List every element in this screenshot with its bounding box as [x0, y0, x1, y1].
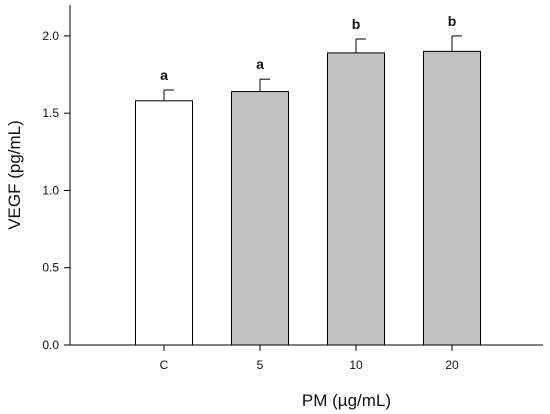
bar-20 [423, 50, 481, 346]
significance-labels: a a b b [160, 13, 456, 83]
y-tick-label: 0.5 [42, 261, 59, 275]
x-tick-label: 5 [257, 358, 264, 372]
plot-area: 0.0 0.5 1.0 1.5 2.0 C 5 10 20 a a b b [42, 5, 543, 372]
x-axis-title: PM (µg/mL) [302, 391, 391, 410]
significance-label: b [448, 13, 457, 29]
significance-label: a [160, 67, 168, 83]
y-tick-label: 2.0 [42, 29, 59, 43]
y-tick-label: 1.0 [42, 183, 59, 197]
significance-label: b [352, 16, 361, 32]
x-axis-ticks: C 5 10 20 [160, 345, 459, 372]
bar-C [135, 100, 193, 346]
y-axis-ticks: 0.0 0.5 1.0 1.5 2.0 [42, 29, 70, 352]
bars [135, 50, 481, 346]
y-tick-label: 1.5 [42, 106, 59, 120]
x-tick-label: C [160, 358, 169, 372]
x-tick-label: 10 [349, 358, 363, 372]
bar-10 [327, 52, 385, 346]
x-tick-label: 20 [445, 358, 459, 372]
y-tick-label: 0.0 [42, 338, 59, 352]
error-bars [163, 35, 462, 101]
significance-label: a [256, 56, 264, 72]
y-axis-title: VEGF (pg/mL) [5, 120, 24, 230]
bar-5 [231, 91, 289, 346]
